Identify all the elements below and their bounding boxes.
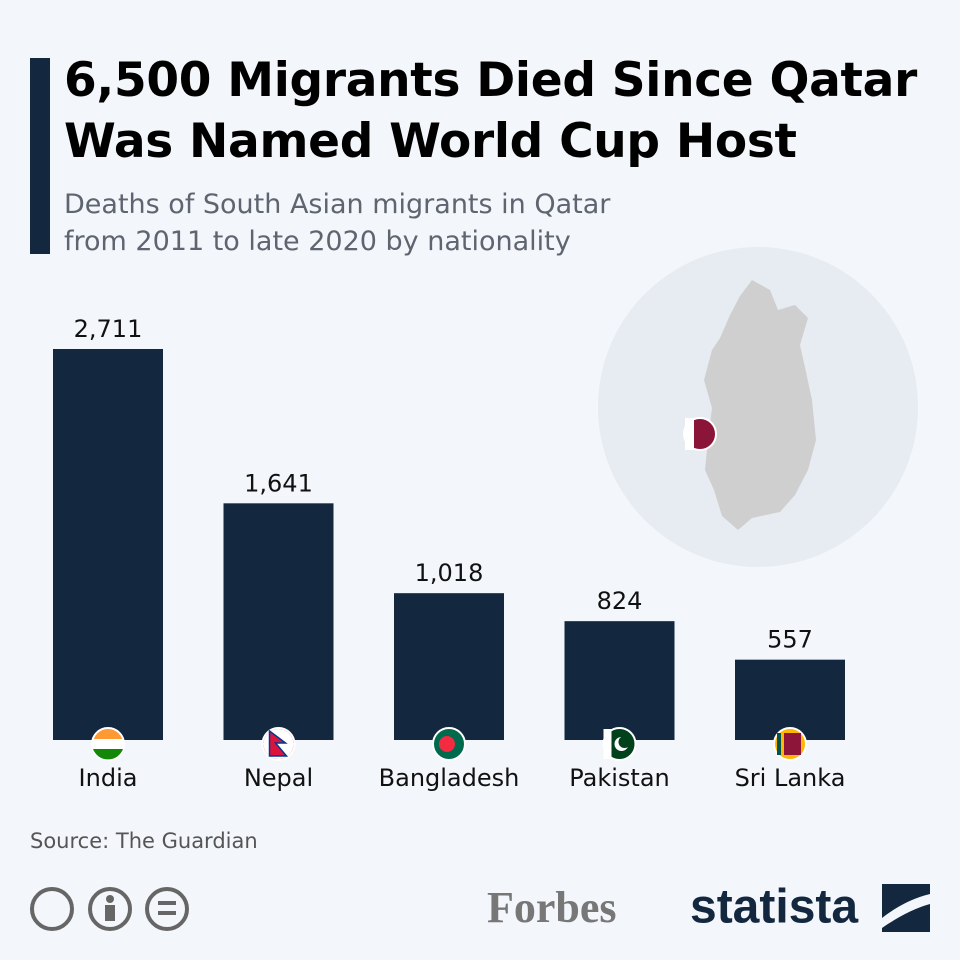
x-tick-label: Pakistan — [569, 764, 670, 792]
statista-logo: statista — [690, 881, 858, 934]
flag-shape — [268, 729, 289, 757]
cc-icons — [30, 887, 189, 931]
by-icon-body — [105, 905, 115, 921]
qatar-map — [598, 247, 918, 567]
flag-field — [784, 733, 801, 755]
cc-icon — [30, 887, 74, 931]
title-stripe — [30, 58, 50, 254]
chart-title: 6,500 Migrants Died Since Qatar Was Name… — [64, 53, 917, 169]
by-icon — [88, 887, 132, 931]
flag-crescent-cut — [618, 736, 631, 748]
value-label: 1,018 — [415, 559, 484, 587]
value-label: 1,641 — [244, 469, 313, 497]
x-tick-label: Sri Lanka — [735, 764, 846, 792]
bar — [394, 593, 504, 740]
x-tick-label: India — [79, 764, 138, 792]
by-icon-head — [106, 895, 114, 903]
forbes-logo: Forbes — [487, 883, 617, 932]
x-tick-label: Nepal — [244, 764, 313, 792]
flag-band — [603, 729, 612, 759]
statista-icon-wave — [882, 894, 930, 928]
bar — [53, 349, 163, 740]
x-tick-label: Bangladesh — [379, 764, 520, 792]
qatar-shape — [704, 280, 816, 530]
nd-icon — [145, 887, 189, 931]
flag-stripe — [777, 733, 781, 755]
value-label: 557 — [767, 626, 813, 654]
nd-icon-bar — [158, 901, 176, 905]
source: Source: The Guardian — [30, 829, 258, 853]
flag-band — [93, 739, 123, 749]
bar — [735, 659, 845, 740]
flag-disc — [439, 736, 455, 752]
flag-band — [93, 749, 123, 760]
bar — [564, 621, 675, 740]
value-label: 824 — [597, 587, 643, 615]
value-label: 2,711 — [74, 315, 143, 343]
bar — [223, 503, 334, 740]
qatar-flag-white — [685, 418, 694, 450]
nd-icon-bar — [158, 911, 176, 915]
chart-subtitle: Deaths of South Asian migrants in Qatar … — [64, 189, 611, 257]
